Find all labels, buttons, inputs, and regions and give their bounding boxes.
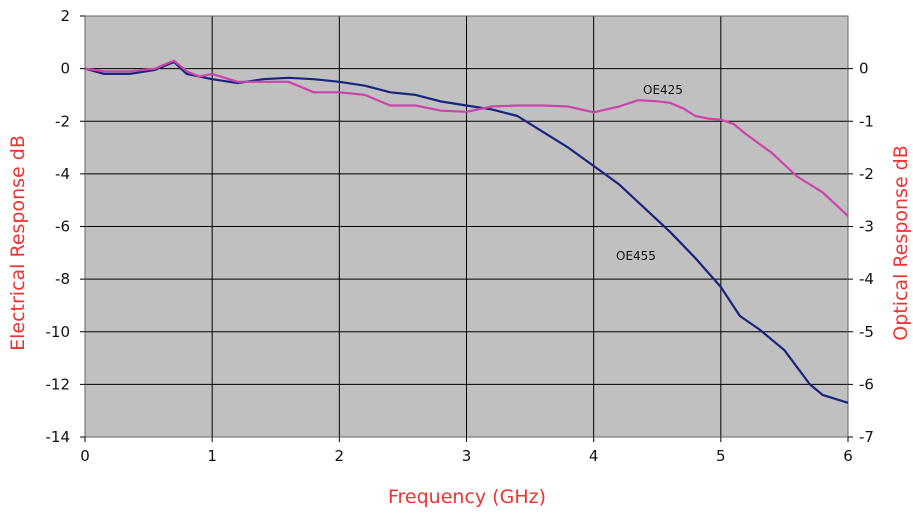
x-tick-label: 0 <box>80 447 90 465</box>
x-tick-label: 1 <box>207 447 217 465</box>
x-tick-label: 4 <box>589 447 599 465</box>
y-tick-label: 0 <box>60 60 70 78</box>
axes <box>80 15 853 442</box>
x-tick-label: 5 <box>716 447 726 465</box>
x-tick-label: 6 <box>843 447 853 465</box>
series-annotation-oe455: OE455 <box>616 249 656 263</box>
y2-tick-label: -2 <box>859 165 874 183</box>
y-tick-label: -6 <box>55 218 70 236</box>
y2-tick-label: -3 <box>859 218 874 236</box>
y-axis-label: Electrical Response dB <box>7 135 29 351</box>
x-tick-label: 2 <box>335 447 345 465</box>
y2-tick-label: -1 <box>859 112 874 130</box>
y2-tick-label: 0 <box>859 60 869 78</box>
y-tick-label: -8 <box>55 270 70 288</box>
y-tick-label: -10 <box>46 323 71 341</box>
y-tick-label: -4 <box>55 165 70 183</box>
series-line-oe425 <box>84 59 849 217</box>
x-axis-label: Frequency (GHz) <box>388 486 546 508</box>
data-series <box>84 59 849 404</box>
y2-tick-label: -6 <box>859 375 874 393</box>
tick-labels: 0 1 2 3 4 5 6 2 0 -2 -4 -6 -8 -10 -12 -14 0 -1 -2 -3 -4 -5 -6 -… <box>46 7 874 465</box>
y2-tick-label: -4 <box>859 270 874 288</box>
y-tick-label: -2 <box>55 112 70 130</box>
y2-tick-label: -5 <box>859 323 874 341</box>
y2-tick-label: -7 <box>859 428 874 446</box>
series-annotation-oe425: OE425 <box>643 83 683 97</box>
y-tick-label: -14 <box>46 428 71 446</box>
y2-axis-label: Optical Response dB <box>890 145 912 341</box>
y-tick-label: 2 <box>60 7 70 25</box>
x-tick-label: 3 <box>462 447 472 465</box>
y-tick-label: -12 <box>46 375 71 393</box>
